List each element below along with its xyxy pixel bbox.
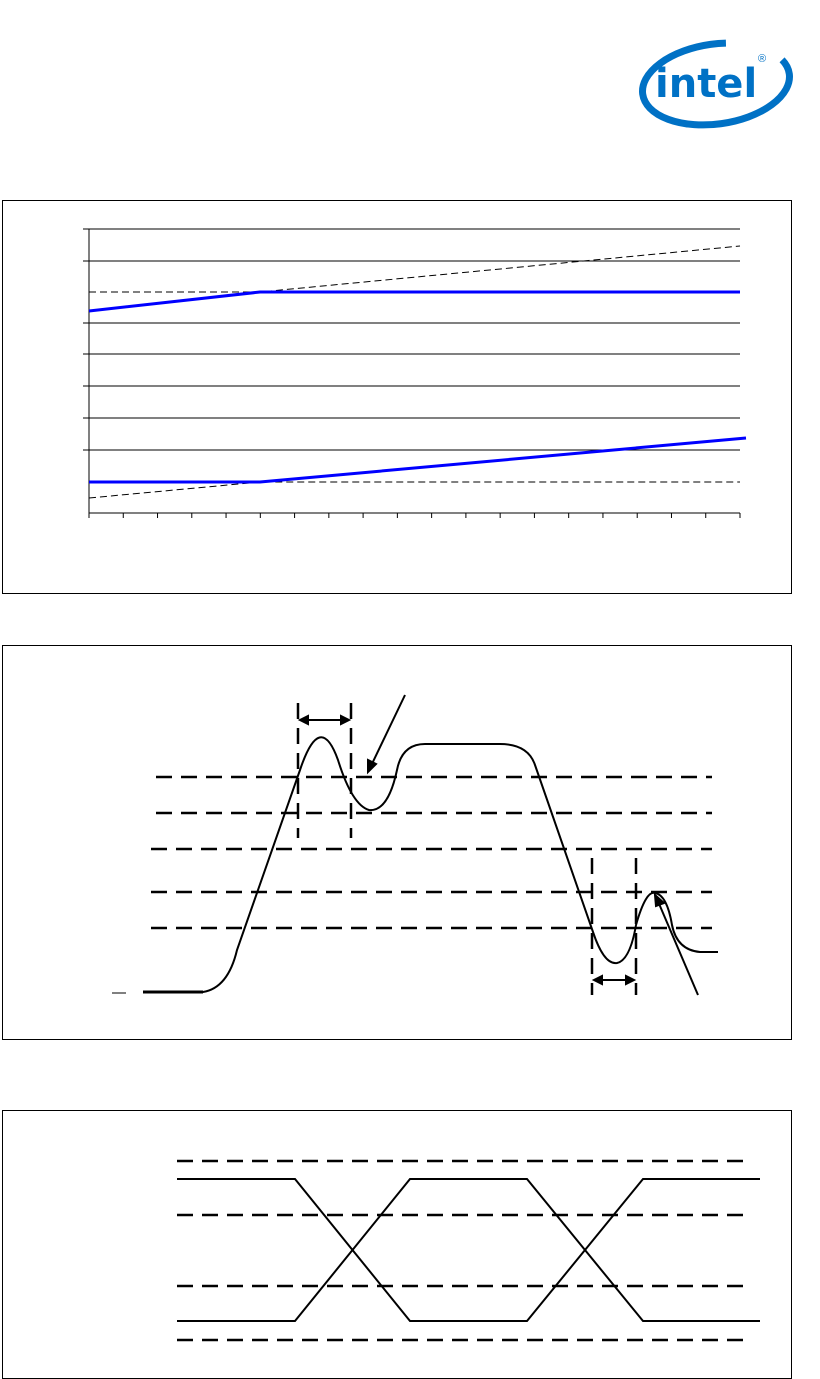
negative-signal <box>177 1178 760 1322</box>
dimension-arrows <box>297 694 699 996</box>
figure-2-threshold-lines <box>151 703 712 995</box>
figure-3-threshold-lines <box>177 1159 752 1342</box>
intel-logo: intel ® <box>639 39 793 129</box>
figure-1-gridlines <box>83 228 740 451</box>
lower-blue-series <box>89 436 747 484</box>
figure-1-frame <box>2 200 792 594</box>
upper-dashed-limit <box>89 245 741 293</box>
upper-blue-series <box>88 290 740 313</box>
lower-dashed-limit <box>88 481 740 499</box>
logo-registered-mark: ® <box>758 53 766 65</box>
logo-text: intel <box>655 61 757 107</box>
positive-signal <box>177 1178 760 1322</box>
figure-2-frame <box>2 645 792 1040</box>
figure-2-waveform <box>2 645 792 1040</box>
overshoot-waveform <box>143 736 718 993</box>
figure-1-ticks <box>88 513 741 518</box>
figure-1-line-plot <box>2 200 792 594</box>
figure-3-differential-waveform <box>2 1110 792 1379</box>
figure-3-frame <box>2 1110 792 1379</box>
